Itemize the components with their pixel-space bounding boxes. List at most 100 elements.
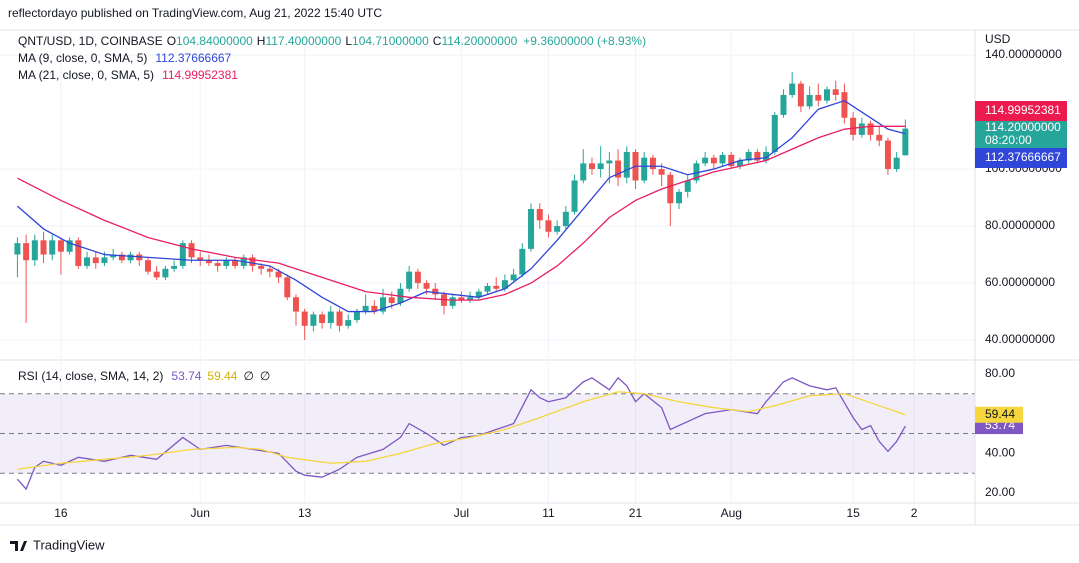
- candle-body: [493, 285, 500, 289]
- candle-body: [75, 240, 82, 266]
- candle-body: [484, 285, 491, 292]
- currency: USD: [985, 32, 1011, 46]
- candle-body: [745, 151, 752, 161]
- candle-body: [519, 248, 526, 275]
- candle-body: [197, 257, 204, 261]
- candle-body: [14, 243, 21, 255]
- candle-body: [754, 151, 761, 161]
- price-tag-ma21: [975, 101, 1067, 121]
- attribution: reflectordayo published on TradingView.c…: [8, 6, 382, 20]
- candle-body: [406, 271, 413, 289]
- candle-body: [702, 157, 709, 164]
- brand-name: TradingView: [33, 537, 105, 552]
- candle-body: [310, 314, 317, 326]
- candle-body: [292, 297, 299, 312]
- candle-body: [31, 240, 38, 261]
- candle-body: [658, 169, 665, 175]
- y-tick-label: 80.00: [985, 366, 1015, 380]
- y-tick-label: 80.00000000: [985, 218, 1055, 232]
- candle-body: [893, 157, 900, 170]
- y-tick-label: 140.00000000: [985, 47, 1062, 61]
- candle-body: [501, 280, 508, 289]
- candle-body: [101, 257, 108, 264]
- candle-body: [40, 240, 47, 255]
- candle-body: [771, 114, 778, 152]
- ohlc-key: O: [167, 34, 176, 48]
- candle-body: [902, 128, 909, 156]
- candle-body: [736, 160, 743, 167]
- price-plot: [14, 72, 909, 341]
- candle-body: [710, 157, 717, 164]
- x-tick-label: 16: [54, 506, 68, 520]
- symbol: QNT/USD, 1D, COINBASE: [18, 34, 163, 48]
- legend-ma9: MA (9, close, 0, SMA, 5) 112.37666667: [18, 51, 232, 65]
- x-tick-label: Jul: [454, 506, 469, 520]
- candle-body: [232, 260, 239, 266]
- y-tick-label: 40.00: [985, 446, 1015, 460]
- countdown: 08:20:00: [985, 133, 1032, 147]
- candle-body: [667, 174, 674, 204]
- candle-body: [319, 314, 326, 323]
- candle-body: [580, 163, 587, 181]
- candle-body: [789, 83, 796, 95]
- x-tick-label: Jun: [191, 506, 210, 520]
- candle-body: [562, 211, 569, 227]
- candle-body: [475, 291, 482, 298]
- candle-body: [884, 140, 891, 170]
- candle-body: [214, 263, 221, 266]
- ohlc-value: 117.40000000: [265, 34, 341, 48]
- candle-body: [327, 311, 334, 323]
- candle-body: [458, 297, 465, 301]
- candle-body: [92, 257, 99, 264]
- candle-body: [162, 268, 169, 278]
- ohlc-value: 104.71000000: [352, 34, 429, 48]
- price-grid: [0, 30, 975, 358]
- candle-body: [249, 257, 256, 266]
- candle-body: [858, 123, 865, 135]
- rsi-ma-value: 59.44: [207, 369, 237, 383]
- candle-body: [362, 305, 369, 312]
- ma-value: 114.99952381: [162, 68, 238, 82]
- line: [17, 125, 906, 301]
- candle-body: [171, 265, 178, 269]
- x-tick-label: 21: [629, 506, 643, 520]
- candle-body: [49, 240, 56, 255]
- candle-body: [806, 94, 813, 107]
- candle-body: [432, 288, 439, 295]
- candle-body: [528, 208, 535, 249]
- candle-body: [266, 268, 273, 272]
- candle-body: [301, 311, 308, 326]
- price-tag-ma9: [975, 148, 1067, 168]
- candle-body: [345, 320, 352, 326]
- candle-body: [467, 297, 474, 301]
- y-tick-label: 60.00000000: [985, 275, 1055, 289]
- legend-rsi: RSI (14, close, SMA, 14, 2) 53.74 59.44 ∅ ∅: [18, 369, 270, 383]
- change: +9.36000000 (+8.93%): [523, 34, 646, 48]
- price-tag-text: 114.99952381: [985, 103, 1061, 117]
- candle-body: [693, 163, 700, 181]
- brand-logo: [10, 541, 27, 551]
- legend-main: QNT/USD, 1D, COINBASE O104.84000000 H117.4…: [18, 34, 646, 48]
- y-tick-label: 40.00000000: [985, 332, 1055, 346]
- candle-body: [684, 180, 691, 192]
- candle-body: [423, 283, 430, 289]
- x-tick-label: 15: [846, 506, 860, 520]
- price-tag-text: 114.20000000: [985, 120, 1061, 134]
- candle-body: [763, 151, 770, 161]
- candle-body: [153, 271, 160, 278]
- rsi-name: RSI (14, close, SMA, 14, 2): [18, 369, 163, 383]
- candle-body: [353, 311, 360, 321]
- candle-body: [205, 260, 212, 264]
- candle-body: [554, 226, 561, 232]
- candle-body: [23, 243, 30, 261]
- candle-body: [371, 305, 378, 312]
- candle-body: [57, 240, 64, 252]
- candle-body: [84, 257, 91, 266]
- candle-body: [510, 274, 517, 281]
- candle-body: [615, 160, 622, 178]
- rsi-plot: [0, 376, 975, 491]
- candle-body: [824, 89, 831, 101]
- candle-body: [571, 180, 578, 212]
